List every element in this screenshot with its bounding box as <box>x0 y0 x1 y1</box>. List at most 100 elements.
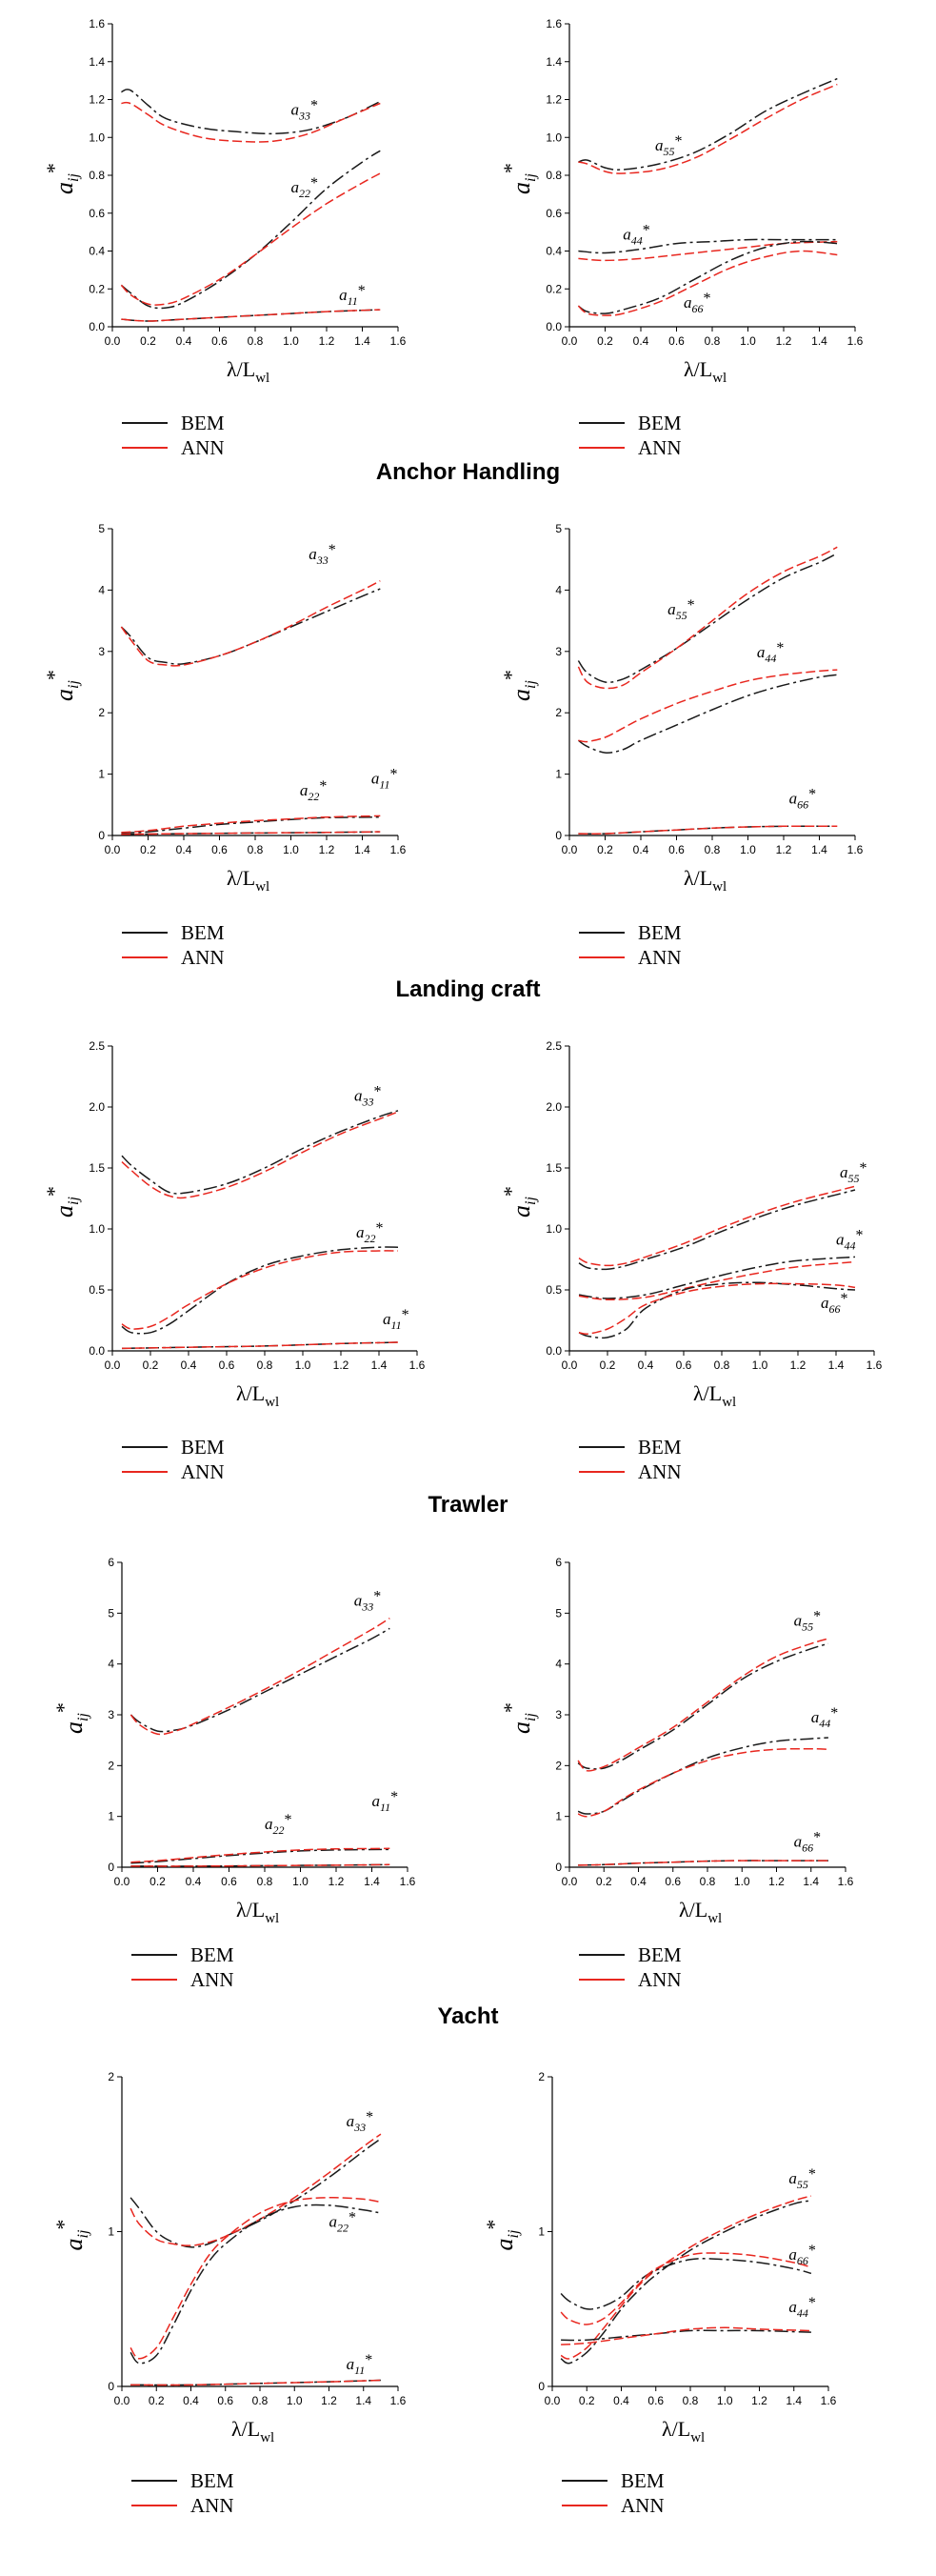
series-annotation-a22: a22* <box>291 175 319 200</box>
series-line-a11-ann <box>121 831 381 835</box>
series-line-a22-ann <box>129 2196 382 2360</box>
legend-label-bem: BEM <box>638 1943 682 1966</box>
series-line-a44-bem <box>577 674 838 754</box>
series-line-a55-ann <box>578 1185 856 1267</box>
y-tick-label: 2 <box>555 1759 562 1772</box>
x-tick-label: 0.8 <box>700 1875 716 1888</box>
legend-label-ann: ANN <box>181 946 225 969</box>
series-line-a66-ann <box>560 2252 812 2325</box>
legend-10: BEM ANN <box>562 2467 714 2529</box>
x-tick-label: 0.2 <box>143 1358 159 1372</box>
x-tick-label: 0.0 <box>105 334 121 348</box>
series-line-a22-ann <box>121 815 381 834</box>
series-line-a55-bem <box>577 1642 829 1770</box>
legend-label-bem: BEM <box>638 412 682 434</box>
x-tick-label: 1.6 <box>409 1358 426 1372</box>
x-tick-label: 0.6 <box>676 1358 692 1372</box>
x-tick-label: 0.6 <box>211 334 228 348</box>
x-tick-label: 1.4 <box>803 1875 819 1888</box>
series-annotation-a11: a11* <box>347 2352 373 2377</box>
section-title-trawler: Trawler <box>428 1492 508 1518</box>
series-line-a44-bem <box>578 238 838 254</box>
y-tick-label: 6 <box>555 1556 562 1569</box>
series-annotation-a22: a22* <box>265 1812 292 1837</box>
y-tick-label: 1.6 <box>89 17 105 30</box>
y-tick-label: 2 <box>98 706 105 719</box>
series-annotation-a11: a11* <box>383 1307 409 1332</box>
y-tick-label: 1.0 <box>89 1222 105 1236</box>
chart-svg-2: 0.0 0.2 0.4 0.6 0.8 1.0 1.2 1.4 1.6 0.0 0.2 0.4 0.6 0… <box>499 17 864 386</box>
y-tick-label: 1.6 <box>546 17 562 30</box>
y-tick-label: 0 <box>538 2380 545 2393</box>
series-line-a33-ann <box>121 1111 399 1199</box>
x-tick-label: 0.8 <box>248 334 264 348</box>
y-tick-label: 1.2 <box>89 93 105 107</box>
series-line-a44-ann <box>578 669 838 743</box>
y-tick-label: 0.5 <box>89 1283 105 1297</box>
y-tick-label: 3 <box>555 1708 562 1721</box>
x-tick-label: 1.2 <box>319 843 335 856</box>
y-tick-label: 2 <box>108 2070 114 2083</box>
y-tick-label: 0.2 <box>546 282 562 295</box>
series-line-a66-ann <box>578 1282 856 1335</box>
series-line-a55-ann <box>577 1638 829 1772</box>
legend-label-bem: BEM <box>181 921 225 944</box>
legend-label-ann: ANN <box>181 1460 225 1483</box>
y-tick-label: 2 <box>555 706 562 719</box>
y-tick-label: 2.5 <box>89 1039 105 1053</box>
series-line-a66-bem <box>560 2258 812 2310</box>
series-annotation-a44: a44* <box>623 223 650 248</box>
y-tick-label: 1.5 <box>546 1161 562 1175</box>
series-annotation-a22: a22* <box>329 2210 357 2235</box>
y-tick-label: 2 <box>538 2070 545 2083</box>
x-tick-label: 1.2 <box>776 334 792 348</box>
chart-panel-1: 0.0 0.2 0.4 0.6 0.8 1.0 1.2 1.4 1.6 0.0 0.2 0.4 0.6 0… <box>42 14 446 455</box>
legend-label-bem: BEM <box>181 412 225 434</box>
legend-label-ann: ANN <box>190 2494 234 2517</box>
series-annotation-a11: a11* <box>372 1789 399 1814</box>
x-tick-label: 0.4 <box>633 334 649 348</box>
series-annotation-a55: a55* <box>667 597 695 622</box>
series-line-a22-bem <box>121 815 381 835</box>
series-annotation-a33: a33* <box>354 1084 382 1109</box>
legend-8: BEM ANN <box>579 1942 731 2003</box>
y-tick-label: 0.2 <box>89 282 105 295</box>
legend-2: BEM ANN <box>579 410 731 472</box>
y-tick-label: 4 <box>555 1658 562 1671</box>
series-annotation-a44: a44* <box>836 1228 864 1253</box>
x-tick-label: 1.2 <box>790 1358 807 1372</box>
legend-6: BEM ANN <box>579 1434 731 1496</box>
series-line-a22-ann <box>120 172 381 306</box>
series-annotation-a55: a55* <box>655 133 683 158</box>
chart-svg-3: 0 1 2 3 4 5 0.0 0.2 0.4 0.6 0.8 1.0 1.2 1.4 1.6 aij* λ/L… <box>42 522 407 895</box>
y-tick-label: 0 <box>98 829 105 842</box>
series-line-a33-bem <box>129 1627 390 1733</box>
x-tick-label: 0.2 <box>149 2394 165 2407</box>
series-annotation-a33: a33* <box>309 542 336 567</box>
x-axis-label: λ/Lwl <box>236 1898 279 1926</box>
chart-panel-4: 0 1 2 3 4 5 0.0 0.2 0.4 0.6 0.8 1.0 1.2 1.4 1.6 aij* λ/L… <box>499 519 903 964</box>
y-tick-label: 1.0 <box>546 1222 562 1236</box>
x-tick-label: 0.8 <box>248 843 264 856</box>
x-tick-label: 0.6 <box>217 2394 233 2407</box>
x-tick-label: 1.2 <box>319 334 335 348</box>
y-axis-label: aij* <box>51 2220 91 2251</box>
legend-label-ann: ANN <box>621 2494 665 2517</box>
series-annotation-a55: a55* <box>794 1609 822 1634</box>
x-tick-label: 0.8 <box>257 1358 273 1372</box>
series-line-a55-ann <box>560 2195 812 2360</box>
x-tick-label: 0.0 <box>114 2394 130 2407</box>
y-tick-label: 0.5 <box>546 1283 562 1297</box>
x-tick-label: 0.2 <box>597 334 613 348</box>
x-tick-label: 1.0 <box>740 843 756 856</box>
series-line-a33-bem <box>121 1110 399 1195</box>
legend-7: BEM ANN <box>131 1942 284 2003</box>
x-tick-label: 0.2 <box>140 334 156 348</box>
x-tick-label: 1.4 <box>371 1358 388 1372</box>
series-line-a22-bem <box>129 2204 382 2365</box>
y-tick-label: 0.0 <box>546 320 562 333</box>
series-annotation-a66: a66* <box>789 787 817 812</box>
x-tick-label: 1.4 <box>811 334 827 348</box>
y-tick-label: 1 <box>98 768 105 781</box>
